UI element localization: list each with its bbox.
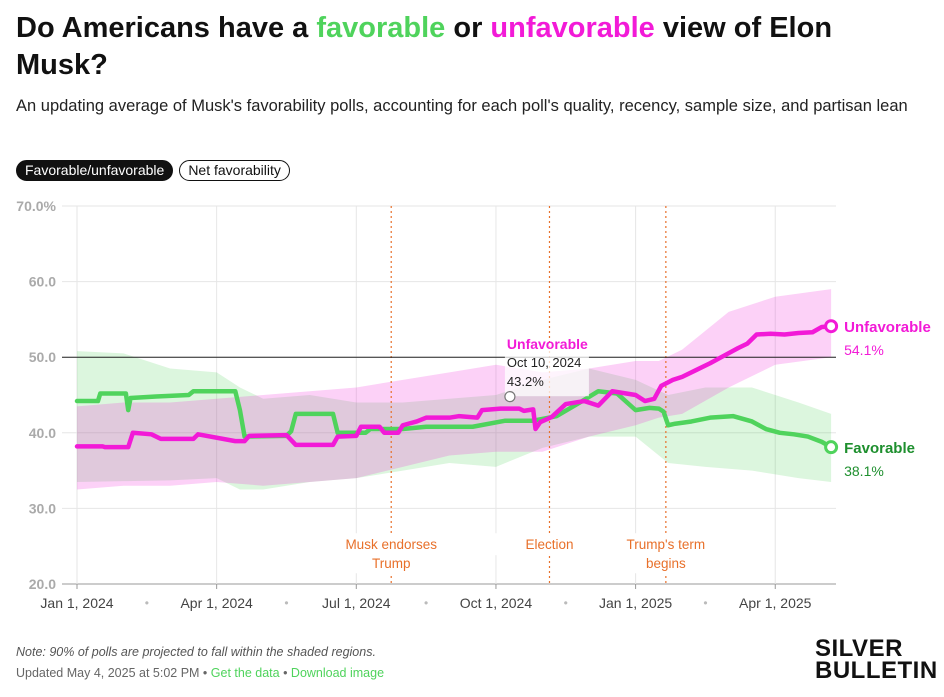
event-label: Election [525,537,573,552]
event-label: begins [646,556,686,571]
title-text-2: or [445,12,491,44]
favorable-band [77,351,832,490]
annotation-marker [504,391,516,403]
unfavorable-line [74,323,834,450]
favorable-end-value: 38.1% [844,463,884,479]
y-axis: 70.0% 60.0 50.0 40.0 30.0 20.0 [16,198,56,592]
y-tick-label: 20.0 [29,576,56,592]
title-unfavorable-word: unfavorable [490,12,655,44]
x-axis: Jan 1, 2024 • Apr 1, 2024 • Jul 1, 2024 • Oct … [40,584,812,611]
favorable-end-marker [824,440,839,455]
series-end-labels: Favorable 38.1% Unfavorable 54.1% [844,319,931,479]
x-tick-label: Apr 1, 2024 [180,595,253,611]
unfavorable-end-label: Unfavorable [844,319,931,336]
footnote: Note: 90% of polls are projected to fall… [16,645,376,659]
download-image-link[interactable]: Download image [290,666,385,680]
title-text-1: Do Americans have a [16,12,317,44]
logo-line-1: SILVER [815,635,903,662]
favorable-unfavorable-toggle[interactable]: Favorable/unfavorable [16,160,174,181]
x-minor-dot: • [564,596,568,610]
grid-lines [62,205,836,585]
annotation-bg [504,344,589,397]
annotation-value: 43.2% [507,374,544,389]
y-tick-label: 70.0% [16,198,56,214]
get-data-link[interactable]: Get the data [210,666,280,680]
update-line: Updated May 4, 2025 at 5:02 PM • Get the… [16,666,384,680]
event-markers: Musk endorses Trump Election Trump's term be… [331,206,726,584]
confidence-bands [77,289,832,490]
chart-title: Do Americans have a favorable or unfavor… [16,10,926,84]
silver-bulletin-logo: SILVER BULLETIN [815,635,938,684]
x-minor-dot: • [284,596,288,610]
logo-line-2: BULLETIN [815,657,938,684]
unfavorable-end-value: 54.1% [844,342,884,358]
hover-annotation: Unfavorable Oct 10, 2024 43.2% [504,336,589,403]
x-tick-label: Jul 1, 2024 [322,595,391,611]
x-tick-label: Apr 1, 2025 [739,595,812,611]
title-favorable-word: favorable [316,12,446,44]
separator: • [279,666,291,680]
title-text-3: view of Elon Musk? [16,12,833,81]
favorable-end-label: Favorable [844,440,915,457]
annotation-series: Unfavorable [507,336,588,352]
y-tick-label: 50.0 [29,349,56,365]
chart-subtitle: An updating average of Musk's favorabili… [16,97,908,115]
series-lines [74,319,839,455]
event-label-bg [331,533,452,574]
y-tick-label: 60.0 [29,274,56,290]
net-favorability-toggle[interactable]: Net favorability [179,160,290,181]
x-minor-dot: • [145,596,149,610]
y-tick-label: 30.0 [29,500,56,516]
x-tick-label: Oct 1, 2024 [460,595,533,611]
event-label-bg [489,533,610,556]
y-tick-label: 40.0 [29,425,56,441]
x-tick-label: Jan 1, 2024 [40,595,113,611]
unfavorable-band [77,289,832,490]
separator: • [199,666,211,680]
event-label: Musk endorses [345,537,437,552]
favorability-chart: Musk endorses Trump Election Trump's term be… [16,198,931,611]
updated-timestamp: Updated May 4, 2025 at 5:02 PM [16,666,200,680]
view-toggle-group: Favorable/unfavorable Net favorability [16,160,296,181]
unfavorable-end-marker [824,319,839,334]
x-minor-dot: • [424,596,428,610]
x-minor-dot: • [703,596,707,610]
annotation-date: Oct 10, 2024 [507,355,581,370]
event-label: Trump's term [627,537,706,552]
favorable-line [74,388,834,450]
event-label-bg [605,533,726,574]
x-tick-label: Jan 1, 2025 [599,595,672,611]
event-label: Trump [372,556,411,571]
